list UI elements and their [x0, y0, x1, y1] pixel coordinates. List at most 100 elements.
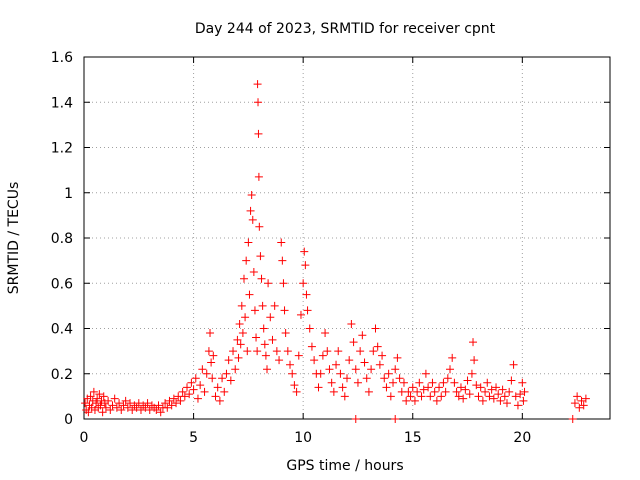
data-point	[226, 376, 235, 385]
data-point	[237, 301, 246, 310]
data-point	[435, 383, 444, 392]
data-point	[303, 306, 312, 315]
data-point	[112, 403, 121, 412]
data-point	[347, 319, 356, 328]
data-point	[106, 405, 115, 414]
data-point	[234, 353, 243, 362]
data-point	[257, 274, 266, 283]
data-point	[256, 252, 265, 261]
data-point	[349, 338, 358, 347]
data-point	[206, 329, 215, 338]
data-point	[461, 385, 470, 394]
data-point	[288, 369, 297, 378]
data-point	[81, 399, 90, 408]
data-point	[207, 358, 216, 367]
data-point	[128, 405, 137, 414]
data-point	[165, 396, 174, 405]
data-point	[101, 403, 110, 412]
x-tick-label: 0	[80, 430, 89, 446]
data-point	[386, 392, 395, 401]
data-point	[489, 394, 498, 403]
data-point	[196, 381, 205, 390]
data-point	[236, 340, 245, 349]
data-point	[325, 365, 334, 374]
data-point	[202, 369, 211, 378]
chart-title: Day 244 of 2023, SRMTID for receiver cpn…	[195, 21, 496, 37]
data-point	[104, 396, 113, 405]
data-point	[428, 378, 437, 387]
data-point	[450, 378, 459, 387]
data-point	[345, 356, 354, 365]
data-point	[340, 392, 349, 401]
data-point	[516, 390, 525, 399]
y-tick-label: 0.4	[51, 322, 73, 338]
y-axis-label: SRMTID / TECUs	[6, 182, 22, 295]
data-point	[93, 394, 102, 403]
data-point	[167, 401, 176, 410]
data-point	[332, 360, 341, 369]
data-point	[448, 353, 457, 362]
data-point	[382, 383, 391, 392]
data-point	[252, 333, 261, 342]
data-point	[191, 374, 200, 383]
data-point	[410, 396, 419, 405]
data-point	[391, 415, 400, 423]
x-tick-label: 5	[189, 430, 198, 446]
data-point	[421, 369, 430, 378]
data-point	[301, 261, 310, 270]
data-point	[294, 351, 303, 360]
data-point	[470, 356, 479, 365]
data-point	[152, 405, 161, 414]
data-point	[200, 387, 209, 396]
data-point	[279, 279, 288, 288]
data-point	[413, 387, 422, 396]
data-point	[299, 279, 308, 288]
data-point	[452, 387, 461, 396]
data-point	[338, 383, 347, 392]
data-point	[573, 392, 582, 401]
data-point	[316, 369, 325, 378]
data-point	[250, 306, 259, 315]
data-point	[115, 399, 124, 408]
data-point	[290, 381, 299, 390]
data-point	[161, 399, 170, 408]
data-point	[406, 392, 415, 401]
data-point	[375, 360, 384, 369]
data-point	[263, 365, 272, 374]
data-point	[487, 385, 496, 394]
data-point	[404, 387, 413, 396]
data-point	[323, 347, 332, 356]
data-point	[356, 347, 365, 356]
data-point	[424, 383, 433, 392]
data-point	[286, 360, 295, 369]
data-point	[84, 408, 93, 417]
data-point	[399, 378, 408, 387]
data-point	[281, 329, 290, 338]
data-point	[467, 369, 476, 378]
data-point	[575, 403, 584, 412]
data-point	[373, 342, 382, 351]
y-tick-label: 1.2	[51, 141, 73, 157]
axis-ticks	[83, 56, 610, 420]
data-point	[419, 385, 428, 394]
data-point	[89, 387, 98, 396]
data-point	[211, 392, 220, 401]
data-point	[441, 387, 450, 396]
data-point	[310, 356, 319, 365]
data-point	[178, 387, 187, 396]
x-tick-label: 10	[294, 430, 312, 446]
data-point	[270, 301, 279, 310]
data-point	[261, 351, 270, 360]
data-point	[259, 324, 268, 333]
data-point	[371, 324, 380, 333]
data-point	[209, 351, 218, 360]
data-point	[408, 383, 417, 392]
data-point	[321, 329, 330, 338]
data-point	[502, 399, 511, 408]
data-point	[568, 415, 577, 423]
data-point	[187, 378, 196, 387]
data-point	[220, 387, 229, 396]
y-tick-label: 0.2	[51, 367, 73, 383]
data-point	[362, 374, 371, 383]
data-point	[180, 392, 189, 401]
